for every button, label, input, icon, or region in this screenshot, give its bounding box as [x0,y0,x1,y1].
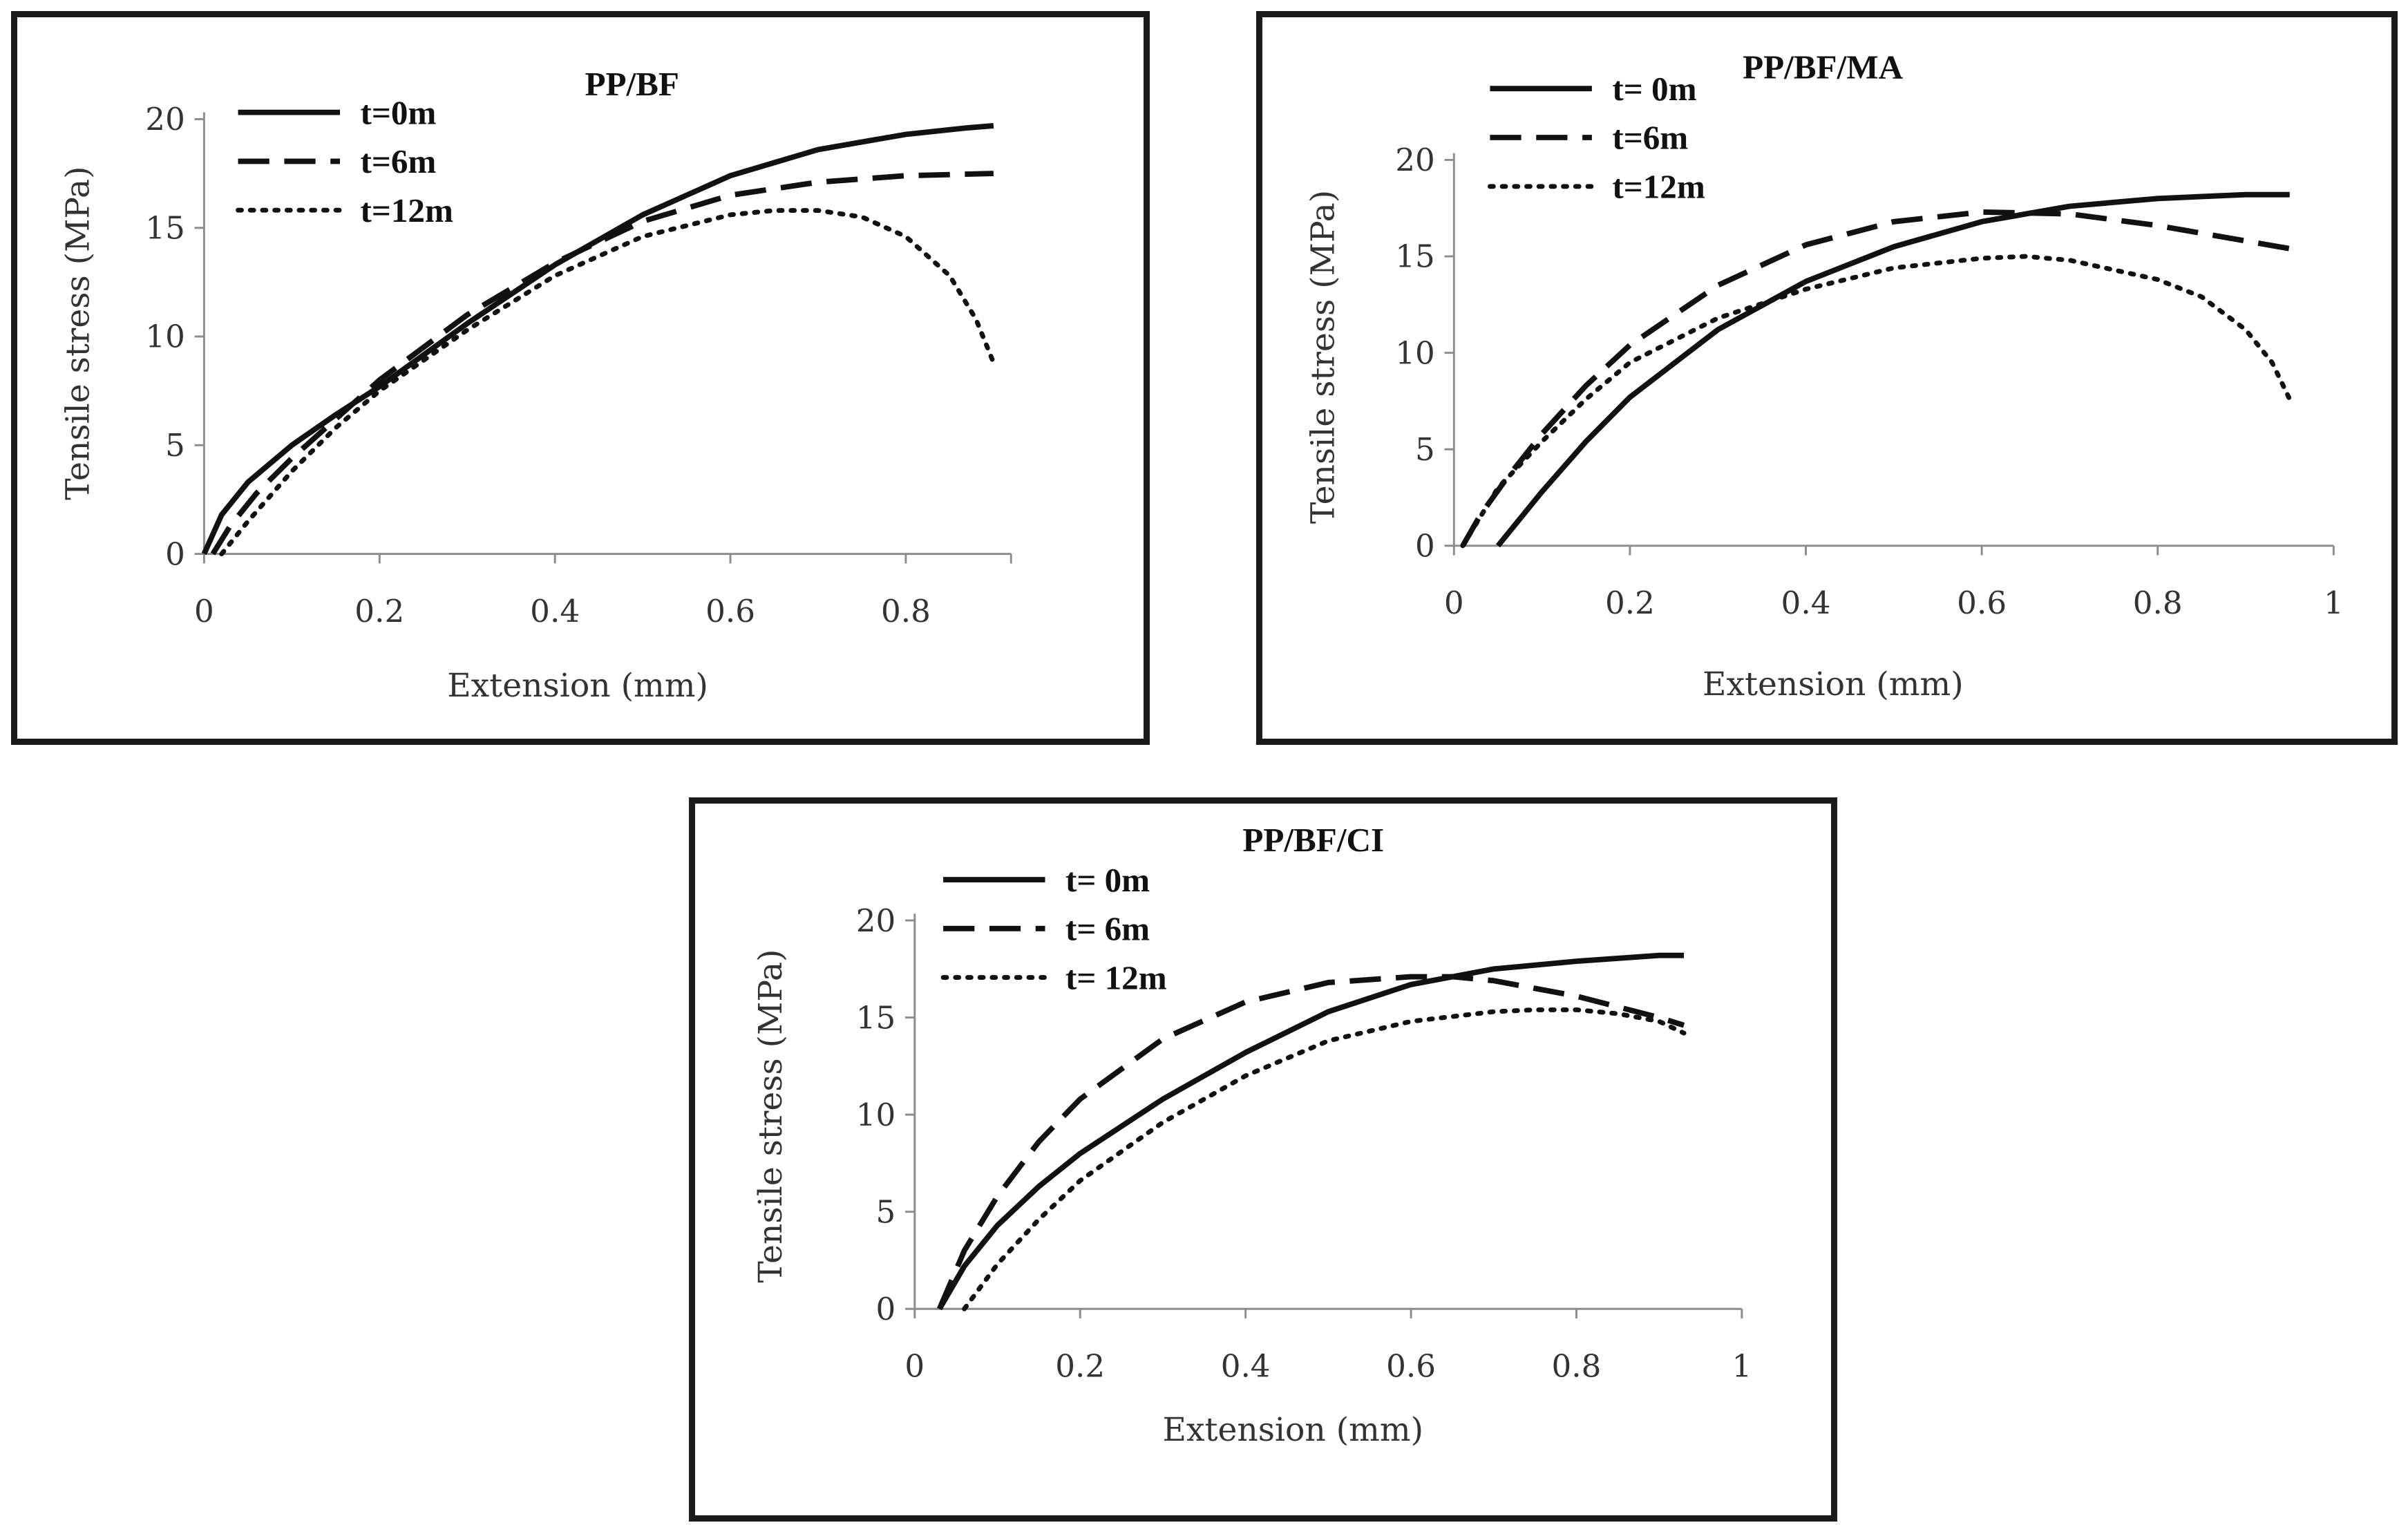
x-tick-label: 0.2 [1055,1348,1105,1385]
x-tick-label: 0.8 [2133,585,2183,621]
x-tick-label: 0.2 [1605,585,1655,621]
y-tick-label: 20 [1395,142,1435,178]
series-line-dotted [962,1007,1687,1311]
y-tick-label: 15 [1395,238,1435,275]
y-tick-label: 10 [1395,334,1435,371]
legend-label: t=12m [360,191,453,229]
chart-title: PP/BF/CI [1242,821,1384,859]
y-tick-label: 0 [876,1291,896,1327]
y-axis-title: Tensile stress (MPa) [1304,190,1342,524]
x-tick-label: 0.2 [354,593,404,629]
legend-label: t=0m [360,93,436,131]
series-line-solid [201,122,994,556]
x-tick-label: 0.6 [705,593,755,629]
x-tick-label: 1 [2324,585,2344,621]
chart-panel-pp-bf-ci: 0 5 10 15 20 0 0.2 0.4 0.6 0.8 1 Extension (mm) Tens… [689,797,1837,1522]
x-axis-title: Extension (mm) [1703,665,1964,703]
y-axis-title: Tensile stress (MPa) [59,166,97,500]
x-tick-label: 0.4 [1781,585,1831,621]
x-tick-label: 0 [194,593,214,629]
legend-label: t= 6m [1065,910,1150,948]
chart-svg: 0 5 10 15 20 0 0.2 0.4 0.6 0.8 Extension (mm) Tensi… [59,65,1012,705]
legend-label: t=12m [1612,167,1705,205]
legend-label: t=6m [360,142,436,180]
y-tick-label: 20 [145,101,185,138]
series-line-dotted [1460,254,2293,549]
x-tick-label: 0.6 [1957,585,2007,621]
y-tick-label: 20 [856,902,896,939]
y-tick-label: 15 [856,999,896,1036]
legend-label: t= 0m [1612,70,1696,108]
series-line-solid [1495,191,2290,548]
chart-svg: 0 5 10 15 20 0 0.2 0.4 0.6 0.8 1 Extension (mm) Tens… [752,821,1752,1449]
x-tick-label: 0.6 [1386,1348,1436,1385]
x-tick-label: 0 [904,1348,925,1385]
x-tick-label: 0.4 [530,593,580,629]
chart-panel-pp-bf: 0 5 10 15 20 0 0.2 0.4 0.6 0.8 Extension (mm) Tensi… [11,11,1150,745]
chart-svg: 0 5 10 15 20 0 0.2 0.4 0.6 0.8 1 Extension (mm) Tens… [1304,48,2344,703]
series-line-dashed [937,974,1685,1310]
x-axis-title: Extension (mm) [447,667,708,705]
legend-label: t= 12m [1065,958,1167,996]
y-tick-label: 0 [1415,528,1435,565]
x-tick-label: 0.8 [1552,1348,1602,1385]
y-tick-label: 5 [1415,431,1435,468]
series-line-dashed [1460,209,2291,547]
x-axis-title: Extension (mm) [1162,1411,1423,1449]
x-tick-label: 0.4 [1221,1348,1271,1385]
x-tick-label: 0 [1444,585,1464,621]
x-tick-label: 0.8 [881,593,931,629]
y-axis-title: Tensile stress (MPa) [752,949,790,1283]
legend-label: t= 0m [1065,861,1150,899]
y-tick-label: 10 [145,319,185,355]
y-tick-label: 0 [165,536,185,572]
series-line-dashed [210,171,994,556]
series-line-solid [937,952,1685,1311]
y-tick-label: 5 [165,427,185,464]
chart-title: PP/BF [585,65,679,103]
chart-title: PP/BF/MA [1743,48,1904,86]
x-tick-label: 1 [1732,1348,1752,1385]
y-tick-label: 10 [856,1097,896,1133]
y-tick-label: 5 [876,1193,896,1230]
chart-panel-pp-bf-ma: 0 5 10 15 20 0 0.2 0.4 0.6 0.8 1 Extension (mm) Tens… [1256,11,2398,745]
legend-label: t=6m [1612,119,1688,157]
series-line-dotted [219,208,996,557]
y-tick-label: 15 [145,209,185,246]
